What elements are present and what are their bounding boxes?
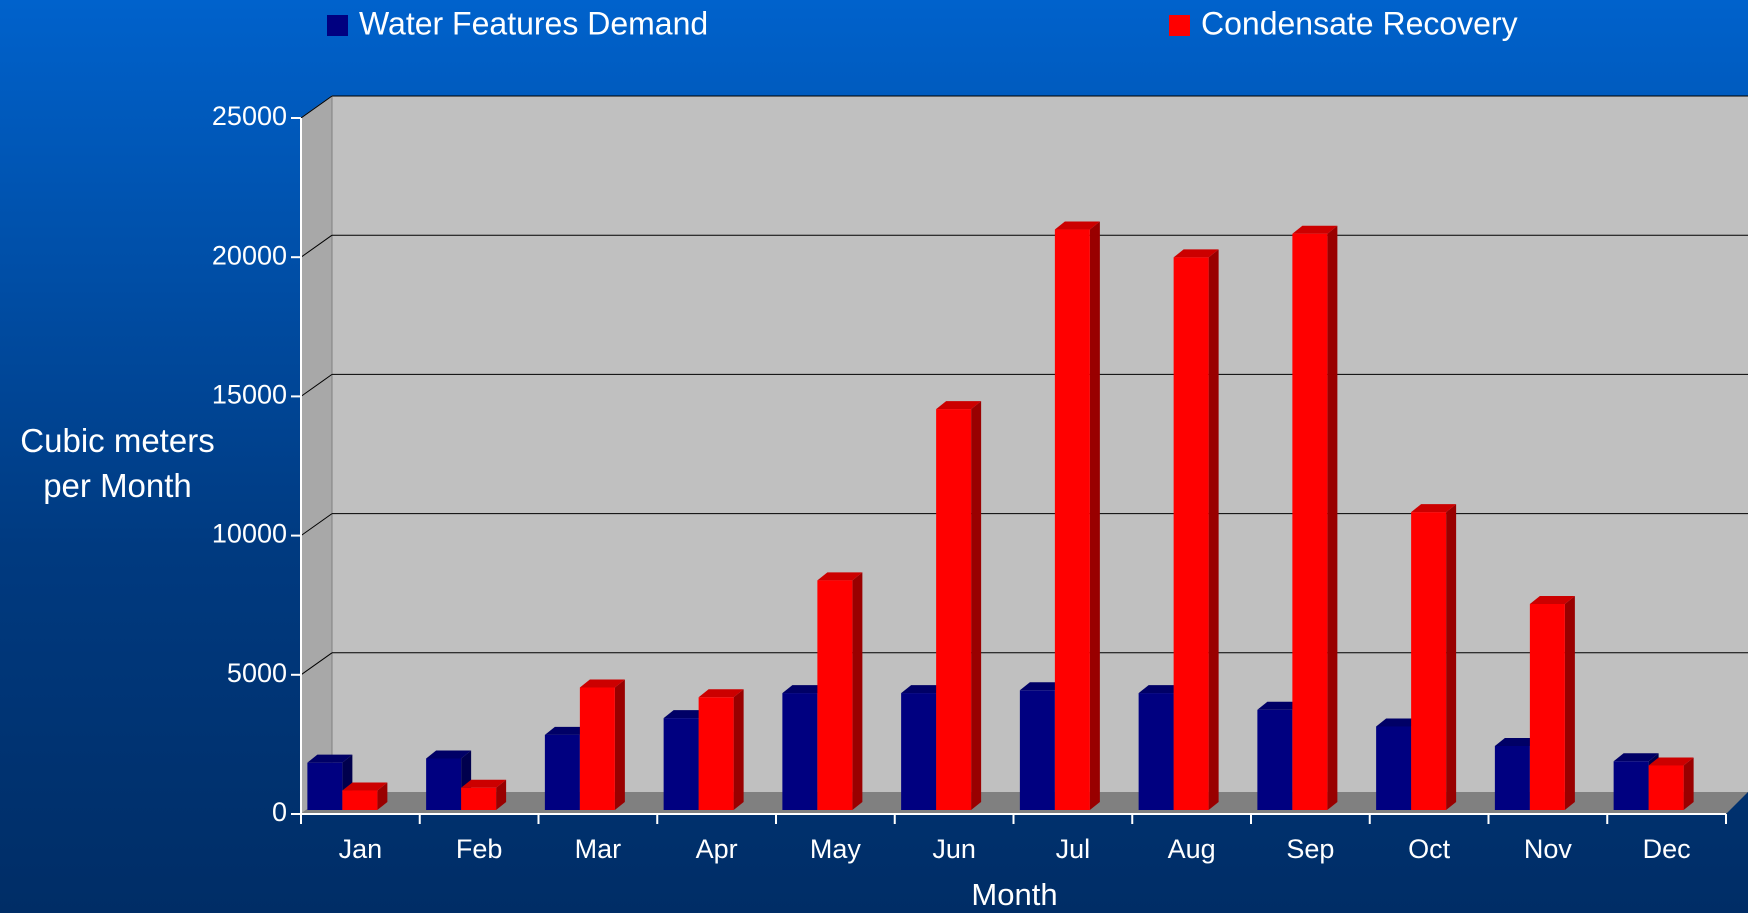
y-tick-label: 25000: [212, 101, 287, 131]
bar-top: [1411, 504, 1457, 513]
bar: [1376, 726, 1412, 810]
grid-line: [300, 234, 333, 258]
legend-swatch: [1169, 15, 1190, 36]
bar: [1648, 765, 1684, 810]
bar-top: [1613, 753, 1659, 762]
x-tick-label: Jan: [339, 834, 383, 864]
y-tick-label: 0: [272, 797, 287, 827]
x-tick-label: Oct: [1408, 834, 1451, 864]
bar-top: [663, 710, 709, 719]
grid-line: [300, 373, 333, 397]
bar: [1019, 690, 1055, 810]
bar: [307, 762, 343, 810]
bar-top: [461, 779, 507, 788]
bar-top: [1054, 221, 1100, 230]
bar: [1054, 229, 1090, 810]
bar: [1173, 257, 1209, 811]
x-tick-label: Apr: [696, 834, 738, 864]
legend-label: Condensate Recovery: [1201, 5, 1518, 41]
bar-top: [544, 726, 590, 735]
bar-top: [579, 679, 625, 688]
bar: [1292, 233, 1328, 810]
bar-top: [782, 685, 828, 694]
grid-line: [300, 513, 333, 537]
y-tick-label: 15000: [212, 380, 287, 410]
x-tick-label: Mar: [575, 834, 622, 864]
bar-side: [1327, 225, 1338, 810]
grid-line: [300, 652, 333, 676]
x-tick-label: Nov: [1524, 834, 1573, 864]
y-axis-label: Cubic meters per Month: [20, 422, 215, 504]
bar-top: [817, 572, 863, 581]
bar: [342, 790, 378, 810]
bar-top: [1376, 718, 1422, 727]
bar-side: [1564, 595, 1575, 810]
bar: [426, 758, 462, 810]
bar-side: [1208, 249, 1219, 811]
bar-top: [1494, 737, 1540, 746]
bar: [698, 697, 734, 810]
bar-side: [377, 782, 388, 810]
bar: [817, 580, 853, 810]
bar: [936, 409, 972, 810]
bar: [1257, 709, 1293, 810]
bar: [544, 734, 580, 810]
bar-top: [342, 782, 388, 791]
grid-line: [300, 95, 333, 119]
bar-top: [698, 689, 744, 698]
bar-side: [971, 401, 982, 810]
bar-top: [426, 750, 472, 759]
bar-top: [1257, 701, 1303, 710]
y-tick-label: 20000: [212, 240, 287, 270]
bar-top: [936, 401, 982, 410]
bar-top: [307, 754, 353, 763]
bar-top: [1138, 685, 1184, 694]
bar: [1613, 761, 1649, 810]
x-tick-label: Aug: [1168, 834, 1216, 864]
bar-side: [1089, 221, 1100, 810]
y-tick-label: 10000: [212, 519, 287, 549]
bar-top: [1529, 595, 1575, 604]
x-tick-label: Feb: [456, 834, 503, 864]
x-tick-label: May: [810, 834, 862, 864]
bar-side: [852, 572, 863, 810]
back-wall: [332, 96, 1748, 792]
bar-top: [1648, 757, 1694, 766]
x-tick-label: Jun: [932, 834, 976, 864]
bar: [901, 693, 937, 810]
bar: [782, 693, 818, 810]
bar-top: [1173, 249, 1219, 258]
bar-top: [1292, 225, 1338, 234]
bar: [1494, 745, 1530, 810]
bar: [579, 687, 615, 810]
bar-side: [1446, 504, 1457, 810]
bar-side: [496, 779, 507, 810]
bar: [1411, 512, 1447, 810]
y-tick-label: 5000: [227, 658, 287, 688]
bar-side: [733, 689, 744, 810]
bar-top: [901, 685, 947, 694]
bar-side: [1683, 757, 1694, 810]
x-axis-label: Month: [971, 877, 1057, 912]
x-tick-label: Jul: [1056, 834, 1091, 864]
side-wall: [300, 95, 333, 815]
x-tick-label: Dec: [1643, 834, 1691, 864]
bar-side: [614, 679, 625, 810]
bar: [1529, 603, 1565, 810]
bar: [461, 787, 497, 810]
bar-top: [1019, 682, 1065, 691]
bar: [663, 718, 699, 810]
bar: [1138, 693, 1174, 810]
legend-label: Water Features Demand: [359, 5, 708, 41]
x-tick-label: Sep: [1286, 834, 1334, 864]
legend-swatch: [327, 15, 348, 36]
